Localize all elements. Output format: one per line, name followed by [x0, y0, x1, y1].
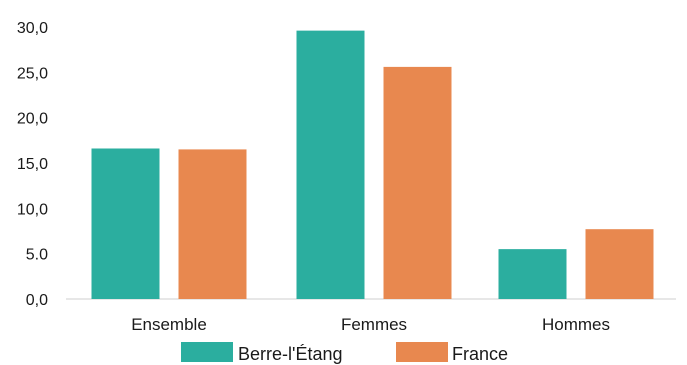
bar-femmes-france [383, 66, 452, 299]
legend-label-france: France [452, 344, 508, 364]
y-tick-label: 25,0 [17, 65, 48, 82]
x-category-label: Hommes [542, 315, 610, 334]
legend-swatch-france [396, 342, 448, 362]
x-axis-category-labels: Ensemble Femmes Hommes [131, 315, 610, 334]
x-category-label: Ensemble [131, 315, 207, 334]
legend-swatch-berre [181, 342, 233, 362]
y-tick-label: 30,0 [17, 20, 48, 37]
legend: Berre-l'Étang France [181, 342, 508, 364]
y-tick-label: 10,0 [17, 201, 48, 218]
y-tick-label: 15,0 [17, 156, 48, 173]
y-tick-label: 20,0 [17, 111, 48, 128]
bar-ensemble-france [178, 149, 247, 299]
y-tick-label: 0,0 [26, 292, 48, 309]
bar-femmes-berre [296, 30, 365, 299]
x-category-label: Femmes [341, 315, 407, 334]
bar-hommes-berre [498, 249, 567, 299]
bars-group [91, 30, 654, 299]
y-tick-label: 5.0 [26, 247, 48, 264]
y-axis-ticks: 0,0 5.0 10,0 15,0 20,0 25,0 30,0 [17, 20, 48, 309]
legend-label-berre: Berre-l'Étang [238, 344, 342, 364]
bar-hommes-france [585, 229, 654, 299]
bar-ensemble-berre [91, 148, 160, 299]
